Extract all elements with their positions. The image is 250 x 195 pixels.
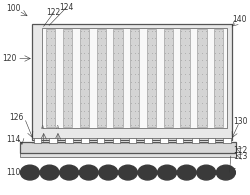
Bar — [223, 138, 231, 143]
Text: 120: 120 — [2, 54, 17, 63]
Bar — [46, 29, 56, 127]
Bar — [20, 152, 236, 157]
Text: 124: 124 — [59, 3, 73, 12]
Bar — [130, 29, 139, 127]
Bar — [192, 138, 199, 143]
Bar — [20, 142, 236, 153]
Bar — [42, 28, 227, 128]
Text: 113: 113 — [234, 152, 248, 161]
Circle shape — [60, 165, 78, 180]
Bar — [50, 138, 57, 143]
Bar — [144, 138, 152, 143]
Bar — [80, 29, 89, 127]
Bar — [128, 138, 136, 143]
Bar — [81, 138, 88, 143]
Circle shape — [99, 165, 118, 180]
Text: 110: 110 — [6, 168, 21, 177]
Bar — [164, 29, 173, 127]
Bar — [176, 138, 184, 143]
Circle shape — [20, 165, 40, 180]
Text: 100: 100 — [6, 4, 21, 13]
Bar — [97, 138, 104, 143]
Text: 114: 114 — [6, 135, 21, 144]
Text: 140: 140 — [232, 15, 247, 24]
Circle shape — [79, 165, 98, 180]
Circle shape — [118, 165, 137, 180]
Bar — [32, 24, 232, 140]
Bar — [96, 29, 106, 127]
Circle shape — [216, 165, 235, 180]
Bar — [147, 29, 156, 127]
Bar — [113, 29, 122, 127]
Bar — [208, 138, 215, 143]
Text: 116: 116 — [222, 168, 237, 177]
Bar — [65, 138, 73, 143]
Circle shape — [158, 165, 176, 180]
Bar — [180, 29, 190, 127]
Circle shape — [177, 165, 196, 180]
Bar — [197, 29, 206, 127]
Bar — [63, 29, 72, 127]
Bar — [214, 29, 223, 127]
Circle shape — [138, 165, 157, 180]
Text: 112: 112 — [234, 146, 248, 155]
Text: A: A — [41, 124, 44, 129]
Bar — [160, 138, 168, 143]
Text: A: A — [56, 124, 59, 129]
Bar — [34, 138, 41, 143]
Text: 126: 126 — [9, 113, 24, 122]
Text: 122: 122 — [46, 8, 61, 17]
Text: 130: 130 — [234, 117, 248, 126]
Circle shape — [40, 165, 59, 180]
Circle shape — [197, 165, 216, 180]
Bar — [113, 138, 120, 143]
